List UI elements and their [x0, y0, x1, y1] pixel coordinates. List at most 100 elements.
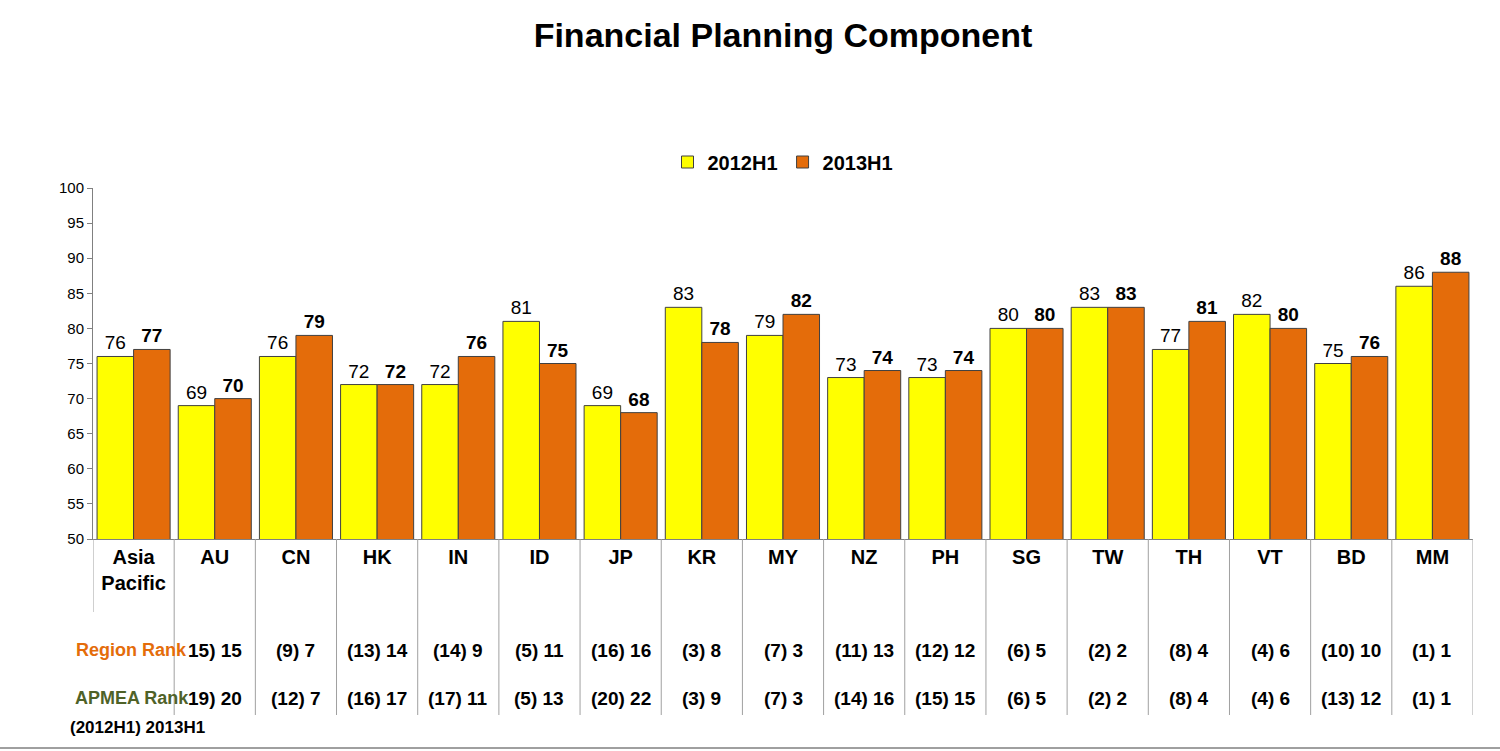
svg-text:(8) 4: (8) 4 — [1169, 640, 1209, 661]
svg-text:(11) 13: (11) 13 — [835, 640, 894, 661]
svg-text:68: 68 — [628, 389, 649, 410]
svg-text:83: 83 — [1115, 283, 1136, 304]
svg-text:(13) 12: (13) 12 — [1321, 688, 1381, 709]
svg-text:15) 15: 15) 15 — [188, 640, 242, 661]
svg-text:HK: HK — [363, 546, 392, 568]
svg-text:79: 79 — [754, 311, 775, 332]
svg-text:(20) 22: (20) 22 — [591, 688, 651, 709]
svg-text:APMEA Rank: APMEA Rank — [75, 688, 189, 708]
svg-text:TH: TH — [1176, 546, 1203, 568]
svg-text:(12) 7: (12) 7 — [271, 688, 321, 709]
svg-text:2012H1: 2012H1 — [708, 152, 778, 174]
svg-text:60: 60 — [67, 460, 84, 477]
svg-text:SG: SG — [1012, 546, 1041, 568]
svg-text:83: 83 — [1079, 283, 1100, 304]
svg-text:75: 75 — [547, 340, 569, 361]
svg-text:(1) 1: (1) 1 — [1412, 688, 1452, 709]
svg-text:ID: ID — [529, 546, 549, 568]
svg-text:MY: MY — [768, 546, 799, 568]
svg-text:73: 73 — [917, 354, 938, 375]
svg-text:81: 81 — [511, 297, 532, 318]
svg-text:(16) 17: (16) 17 — [347, 688, 407, 709]
svg-text:NZ: NZ — [851, 546, 878, 568]
svg-text:Region Rank: Region Rank — [76, 640, 187, 660]
svg-text:(2) 2: (2) 2 — [1088, 640, 1127, 661]
svg-text:81: 81 — [1196, 297, 1218, 318]
svg-text:50: 50 — [67, 530, 84, 547]
svg-text:74: 74 — [953, 347, 975, 368]
svg-text:(1) 1: (1) 1 — [1412, 640, 1452, 661]
svg-text:(7) 3: (7) 3 — [764, 688, 803, 709]
svg-text:73: 73 — [835, 354, 856, 375]
svg-text:72: 72 — [429, 361, 450, 382]
svg-text:AsiaPacific: AsiaPacific — [101, 546, 165, 594]
svg-text:JP: JP — [608, 546, 632, 568]
svg-text:(6) 5: (6) 5 — [1007, 640, 1047, 661]
svg-text:82: 82 — [1241, 290, 1262, 311]
svg-text:(6) 5: (6) 5 — [1007, 688, 1047, 709]
svg-text:(5) 11: (5) 11 — [515, 640, 564, 661]
svg-text:83: 83 — [673, 283, 694, 304]
svg-text:(16) 16: (16) 16 — [591, 640, 651, 661]
svg-text:69: 69 — [186, 382, 207, 403]
svg-text:(5) 13: (5) 13 — [514, 688, 564, 709]
svg-text:(3) 8: (3) 8 — [682, 640, 721, 661]
svg-text:100: 100 — [59, 179, 84, 196]
svg-text:77: 77 — [1160, 325, 1181, 346]
svg-text:(7) 3: (7) 3 — [764, 640, 803, 661]
svg-text:86: 86 — [1404, 262, 1425, 283]
svg-text:80: 80 — [998, 304, 1019, 325]
svg-text:(14) 16: (14) 16 — [834, 688, 894, 709]
svg-text:77: 77 — [141, 325, 162, 346]
svg-text:IN: IN — [448, 546, 468, 568]
svg-text:(13) 14: (13) 14 — [347, 640, 408, 661]
svg-text:72: 72 — [385, 361, 406, 382]
svg-text:70: 70 — [222, 375, 243, 396]
svg-text:75: 75 — [67, 355, 84, 372]
svg-text:(4) 6: (4) 6 — [1251, 688, 1290, 709]
svg-text:78: 78 — [710, 318, 731, 339]
svg-text:(8) 4: (8) 4 — [1169, 688, 1209, 709]
svg-text:(10) 10: (10) 10 — [1321, 640, 1381, 661]
svg-text:95: 95 — [67, 214, 84, 231]
svg-text:19) 20: 19) 20 — [188, 688, 242, 709]
svg-text:KR: KR — [687, 546, 716, 568]
svg-text:(9) 7: (9) 7 — [276, 640, 315, 661]
svg-text:85: 85 — [67, 285, 84, 302]
svg-text:80: 80 — [1034, 304, 1055, 325]
svg-text:(4) 6: (4) 6 — [1251, 640, 1290, 661]
svg-text:76: 76 — [105, 332, 126, 353]
svg-text:90: 90 — [67, 249, 84, 266]
svg-text:Financial Planning Component: Financial Planning Component — [534, 16, 1033, 54]
svg-text:(12) 12: (12) 12 — [915, 640, 975, 661]
svg-text:MM: MM — [1416, 546, 1449, 568]
svg-text:75: 75 — [1322, 340, 1343, 361]
svg-text:TW: TW — [1092, 546, 1123, 568]
svg-text:PH: PH — [931, 546, 959, 568]
svg-text:88: 88 — [1440, 248, 1461, 269]
svg-text:CN: CN — [281, 546, 310, 568]
svg-text:VT: VT — [1257, 546, 1283, 568]
svg-text:82: 82 — [791, 290, 812, 311]
svg-text:(17) 11: (17) 11 — [428, 688, 488, 709]
svg-text:65: 65 — [67, 425, 84, 442]
svg-text:76: 76 — [1359, 332, 1380, 353]
svg-text:AU: AU — [200, 546, 229, 568]
svg-text:76: 76 — [267, 332, 288, 353]
svg-text:(15) 15: (15) 15 — [915, 688, 976, 709]
svg-text:BD: BD — [1337, 546, 1366, 568]
svg-text:(3) 9: (3) 9 — [682, 688, 721, 709]
svg-text:2013H1: 2013H1 — [823, 152, 893, 174]
svg-text:72: 72 — [348, 361, 369, 382]
svg-text:76: 76 — [466, 332, 487, 353]
svg-text:55: 55 — [67, 495, 84, 512]
svg-text:74: 74 — [872, 347, 894, 368]
svg-text:70: 70 — [67, 390, 84, 407]
svg-text:80: 80 — [1278, 304, 1299, 325]
svg-text:(14) 9: (14) 9 — [433, 640, 483, 661]
svg-text:80: 80 — [67, 320, 84, 337]
svg-text:(2) 2: (2) 2 — [1088, 688, 1127, 709]
svg-text:(2012H1) 2013H1: (2012H1) 2013H1 — [70, 718, 205, 737]
svg-text:79: 79 — [304, 311, 325, 332]
svg-text:69: 69 — [592, 382, 613, 403]
